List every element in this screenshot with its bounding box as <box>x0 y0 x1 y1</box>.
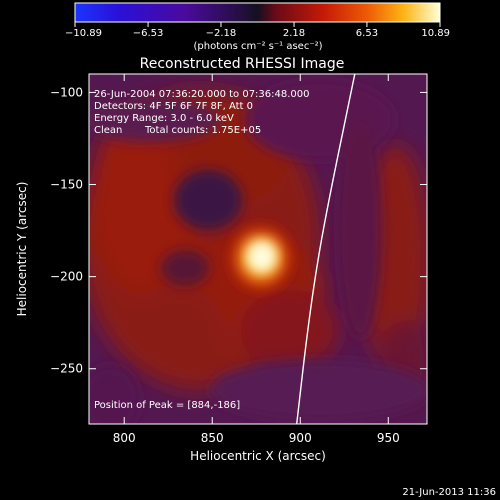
annotation-total-counts: Total counts: 1.75E+05 <box>144 125 261 136</box>
y-tick-label: −100 <box>50 85 83 99</box>
annotation-method: Clean <box>94 125 122 136</box>
colorbar-frame <box>74 2 441 23</box>
y-tick-label: −200 <box>50 270 83 284</box>
colorbar-unit-label: (photons cm⁻² s⁻¹ asec⁻²) <box>193 41 322 52</box>
annotation-time-range: 26-Jun-2004 07:36:20.000 to 07:36:48.000 <box>94 89 310 100</box>
colorbar-tick-label: −10.89 <box>65 28 102 39</box>
colorbar-tick-label: 6.53 <box>356 28 378 39</box>
colorbar-tick-label: 2.18 <box>283 28 305 39</box>
y-axis-ticks: −100 −150 −200 −250 <box>50 85 427 376</box>
x-tick-label: 900 <box>289 431 312 445</box>
plot-frame <box>88 73 428 425</box>
footer-timestamp: 21-Jun-2013 11:36 <box>402 487 496 498</box>
solar-limb-curve <box>296 74 356 424</box>
annotation-energy-range: Energy Range: 3.0 - 6.0 keV <box>94 113 234 124</box>
colorbar-ticks: −10.89 −6.53 −2.18 2.18 6.53 10.89 <box>65 22 450 39</box>
observation-annotations: 26-Jun-2004 07:36:20.000 to 07:36:48.000… <box>94 89 310 411</box>
chart-title: Reconstructed RHESSI Image <box>140 56 345 72</box>
x-tick-label: 950 <box>377 431 400 445</box>
emission-core <box>248 241 276 271</box>
colorbar: −10.89 −6.53 −2.18 2.18 6.53 10.89 (photons c… <box>65 2 450 52</box>
annotation-peak-position: Position of Peak = [884,-186] <box>94 400 240 411</box>
x-tick-label: 850 <box>201 431 224 445</box>
colorbar-tick-label: −2.18 <box>206 28 237 39</box>
y-tick-label: −250 <box>50 362 83 376</box>
emission-dark-lanes <box>89 80 427 424</box>
x-axis-ticks: 800 850 900 950 <box>113 74 400 445</box>
colorbar-scale <box>75 3 440 22</box>
emission-diffuse <box>89 90 427 400</box>
annotation-detectors: Detectors: 4F 5F 6F 7F 8F, Att 0 <box>94 101 253 112</box>
y-axis-label: Heliocentric Y (arcsec) <box>15 182 29 317</box>
x-tick-label: 800 <box>113 431 136 445</box>
colorbar-tick-label: −6.53 <box>133 28 164 39</box>
solar-image <box>89 74 427 424</box>
y-tick-label: −150 <box>50 178 83 192</box>
x-axis-label: Heliocentric X (arcsec) <box>190 449 326 463</box>
colorbar-tick-label: 10.89 <box>421 28 450 39</box>
